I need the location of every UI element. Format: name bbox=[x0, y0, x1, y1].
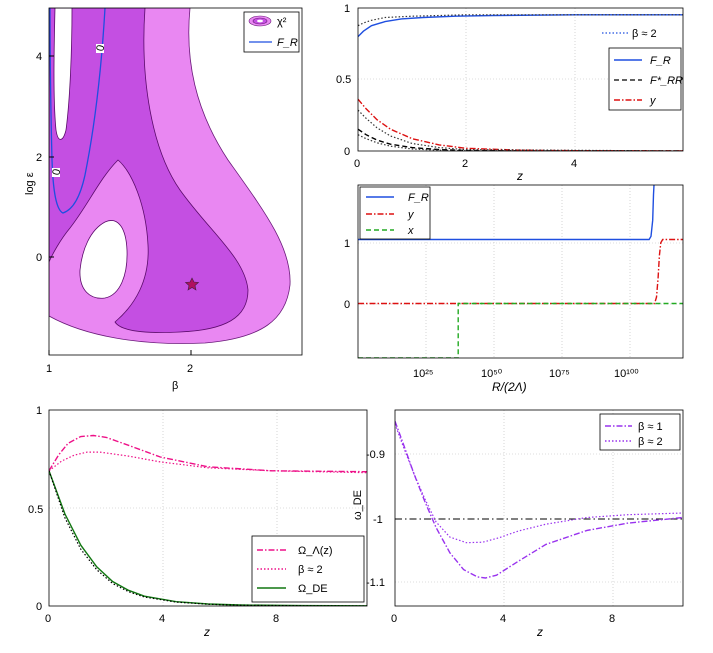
fr-R-legend-y: y bbox=[407, 209, 415, 221]
omega-legend-box bbox=[251, 535, 365, 603]
wde-legend-b2: β ≈ 2 bbox=[638, 436, 663, 448]
legend-chi2-hole bbox=[257, 19, 263, 23]
wde-xtick-0: 0 bbox=[391, 613, 397, 625]
wde-xlabel: z bbox=[536, 625, 543, 639]
legend-chi2-label: χ² bbox=[277, 16, 287, 28]
fr-R-ytick-0: 0 bbox=[344, 299, 350, 311]
contour-xlabel: β bbox=[172, 380, 178, 392]
omega-xtick-0: 0 bbox=[45, 613, 51, 625]
panel-fr-vs-R: 10²⁵ 10⁵⁰ 10⁷⁵ 10¹⁰⁰ 1 0 R/(2Λ) F_R y x bbox=[344, 184, 684, 394]
contour-ylabel: log ε bbox=[24, 172, 36, 195]
fr-z-ytick-1: 1 bbox=[344, 3, 350, 15]
contour-hole-lower bbox=[79, 220, 128, 299]
omega-legend: Ω_Λ(z) β ≈ 2 Ω_DE bbox=[251, 535, 365, 603]
omega-legend-de: Ω_DE bbox=[298, 583, 328, 595]
fr-z-axes-box bbox=[357, 7, 684, 152]
fr-R-legend-x: x bbox=[407, 225, 414, 237]
fr_z-series-f-r-2-line bbox=[358, 14, 683, 27]
fr-z-legend-frr: F*_RR bbox=[650, 75, 683, 87]
contour-label-mid: 0 bbox=[51, 168, 64, 176]
fr_R-series-x-line bbox=[358, 302, 683, 358]
fr-R-ytick-1: 1 bbox=[344, 238, 350, 250]
fr-z-legend-fr: F_R bbox=[650, 55, 671, 67]
legend-fr-label: F_R bbox=[277, 37, 298, 49]
wde-xtick-8: 8 bbox=[609, 613, 615, 625]
omega-legend-beta: β ≈ 2 bbox=[298, 564, 323, 576]
fr_R-series-f-r-line bbox=[358, 185, 655, 241]
fr-z-annotation: β ≈ 2 bbox=[632, 28, 657, 40]
omega-xtick-4: 4 bbox=[159, 613, 165, 625]
omega-xlabel: z bbox=[203, 625, 210, 639]
omega-legend-lambda: Ω_Λ(z) bbox=[298, 545, 333, 557]
wde-legend-b1: β ≈ 1 bbox=[638, 421, 663, 433]
best-fit-star bbox=[184, 277, 200, 291]
wde-ytick-09: -0.9 bbox=[366, 449, 385, 461]
fr_R-series-y-line bbox=[358, 238, 683, 305]
contour-label-top: 0 bbox=[95, 44, 108, 52]
fr-R-legend: F_R y x bbox=[359, 186, 431, 240]
panel-wde: 0 4 8 -1.1 -1 -0.9 z ω_DE β ≈ 1 β ≈ 2 bbox=[352, 409, 684, 639]
fr-z-legend-y: y bbox=[649, 95, 657, 107]
contour-label-bg-2 bbox=[52, 168, 60, 177]
wde-series bbox=[395, 420, 683, 579]
omega-series bbox=[49, 434, 367, 606]
contour-axes-box bbox=[48, 7, 303, 356]
wde-axes-box bbox=[394, 409, 684, 607]
omega-ytick-05: 0.5 bbox=[28, 504, 43, 516]
fr-R-axes-box bbox=[357, 184, 684, 359]
contour-legend: χ² F_R bbox=[243, 11, 300, 53]
fr-R-legend-box bbox=[359, 186, 431, 240]
contour-hole-upper bbox=[53, 8, 73, 140]
omega-ytick-1: 1 bbox=[36, 405, 42, 417]
omega-series-de-line bbox=[49, 470, 367, 606]
fr_z-series-y-2-line bbox=[358, 109, 683, 151]
omega-axes-box bbox=[48, 409, 368, 607]
panel-fr-vs-z: 0 2 4 0 0.5 1 z β ≈ 2 F_R F*_RR y bbox=[336, 3, 684, 183]
fr-z-xtick-4: 4 bbox=[571, 158, 577, 170]
fr_z-series-f-rr-line bbox=[358, 128, 683, 151]
fr-z-xlabel: z bbox=[516, 169, 523, 183]
contour-outer-stroke bbox=[49, 8, 291, 344]
y-tick-label-2: 2 bbox=[36, 152, 42, 164]
omega-series-de-2-line bbox=[49, 470, 367, 606]
wde-ytick-1: -1 bbox=[373, 514, 383, 526]
fr-z-legend: F_R F*_RR y bbox=[608, 47, 683, 111]
contour-outer-cut bbox=[49, 8, 302, 355]
fr-R-xtick-25: 10²⁵ bbox=[413, 368, 433, 380]
fr-R-xtick-50: 10⁵⁰ bbox=[481, 368, 503, 380]
fr-z-xtick-2: 2 bbox=[462, 158, 468, 170]
fr_z-series-f-r-line bbox=[358, 14, 683, 38]
wde-grid bbox=[395, 410, 683, 606]
omega-ytick-0: 0 bbox=[36, 601, 42, 613]
omega-series-z-line bbox=[49, 434, 367, 473]
fr-R-xtick-75: 10⁷⁵ bbox=[549, 368, 570, 380]
fr-R-legend-fr: F_R bbox=[408, 192, 429, 204]
fr-R-xtick-100: 10¹⁰⁰ bbox=[614, 368, 639, 380]
fr_z-series-f-rr-2-line bbox=[358, 134, 683, 151]
contour-label-bg bbox=[96, 44, 104, 53]
omega-xtick-8: 8 bbox=[273, 613, 279, 625]
wde-legend: β ≈ 1 β ≈ 2 bbox=[599, 413, 681, 451]
wde-legend-box bbox=[599, 413, 681, 451]
omega-grid bbox=[49, 410, 367, 606]
x-tick-label-2: 2 bbox=[187, 363, 193, 375]
fr-R-xlabel: R/(2Λ) bbox=[492, 380, 527, 394]
wde-xtick-4: 4 bbox=[500, 613, 506, 625]
panel-contour: 0 0 1 2 0 2 4 β log ε χ² F_R bbox=[24, 7, 303, 392]
fr-z-legend-box bbox=[608, 47, 682, 111]
wde-ylabel: ω_DE bbox=[352, 490, 364, 520]
panel-omega: 0 4 8 0 0.5 1 z Ω_Λ(z) β ≈ 2 Ω_DE bbox=[28, 405, 368, 639]
x-tick-label-1: 1 bbox=[46, 363, 52, 375]
wde-ytick-11: -1.1 bbox=[366, 577, 385, 589]
fr-z-xtick-0: 0 bbox=[354, 158, 360, 170]
y-tick-label-4: 4 bbox=[36, 51, 42, 63]
fr-z-ytick-0: 0 bbox=[344, 146, 350, 158]
fr-z-ytick-05: 0.5 bbox=[336, 74, 351, 86]
omega-series-2-line bbox=[49, 451, 367, 474]
fr-R-series bbox=[358, 185, 683, 358]
y-tick-label-0: 0 bbox=[36, 252, 42, 264]
fr-contour-line bbox=[49, 8, 106, 214]
